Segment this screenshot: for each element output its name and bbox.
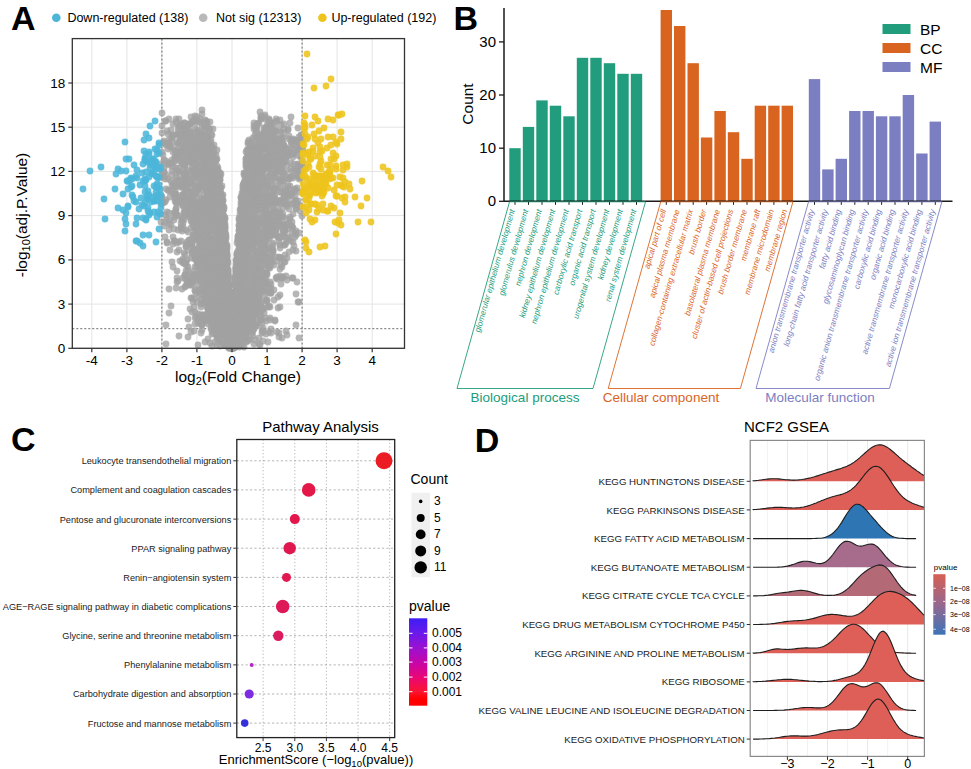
svg-text:0.004: 0.004 <box>432 641 462 655</box>
svg-text:3: 3 <box>58 297 66 312</box>
svg-text:EnrichmentScore (−log10(pvalue: EnrichmentScore (−log10(pvalue)) <box>219 752 413 769</box>
svg-text:KEGG PARKINSONS DISEASE: KEGG PARKINSONS DISEASE <box>607 505 746 516</box>
svg-text:BP: BP <box>920 21 941 38</box>
svg-text:15: 15 <box>50 120 65 135</box>
svg-text:1e−08: 1e−08 <box>950 585 970 592</box>
svg-text:Molecular function: Molecular function <box>765 390 875 405</box>
svg-text:MF: MF <box>920 59 942 76</box>
svg-text:20: 20 <box>479 86 496 103</box>
svg-text:0.005: 0.005 <box>432 626 462 640</box>
svg-text:Biological process: Biological process <box>471 390 580 405</box>
svg-text:Carbohydrate digestion and abs: Carbohydrate digestion and absorption <box>73 689 231 699</box>
svg-text:KEGG OXIDATIVE PHOSPHORYLATION: KEGG OXIDATIVE PHOSPHORYLATION <box>564 734 744 745</box>
svg-text:CC: CC <box>920 40 942 57</box>
svg-text:Down-regulated (138): Down-regulated (138) <box>67 11 188 25</box>
svg-text:11: 11 <box>434 560 447 574</box>
svg-text:KEGG ARGININE AND PROLINE META: KEGG ARGININE AND PROLINE METABOLISM <box>534 648 744 659</box>
svg-text:0.003: 0.003 <box>432 655 462 669</box>
svg-text:KEGG RIBOSOME: KEGG RIBOSOME <box>662 676 745 687</box>
svg-text:5: 5 <box>434 511 441 525</box>
svg-text:PPAR signaling pathway: PPAR signaling pathway <box>131 544 231 554</box>
svg-text:Cellular component: Cellular component <box>603 390 720 405</box>
svg-text:A: A <box>11 0 36 37</box>
svg-text:-2: -2 <box>156 353 168 368</box>
svg-text:log2(Fold Change): log2(Fold Change) <box>175 368 301 387</box>
svg-text:-4: -4 <box>86 353 98 368</box>
svg-text:Phenylalanine metabolism: Phenylalanine metabolism <box>124 660 232 670</box>
svg-text:Up-regulated (192): Up-regulated (192) <box>331 11 436 25</box>
svg-text:0.002: 0.002 <box>432 670 462 684</box>
svg-text:Glycine, serine and threonine: Glycine, serine and threonine metabolism <box>62 631 231 641</box>
svg-text:9: 9 <box>434 544 441 558</box>
svg-text:KEGG CITRATE CYCLE TCA CYCLE: KEGG CITRATE CYCLE TCA CYCLE <box>582 590 745 601</box>
svg-text:Renin−angiotensin system: Renin−angiotensin system <box>123 573 231 583</box>
svg-text:Complement and coagulation cas: Complement and coagulation cascades <box>70 485 231 495</box>
svg-text:3: 3 <box>333 353 341 368</box>
svg-text:−1: −1 <box>860 757 874 769</box>
svg-text:−2: −2 <box>820 757 834 769</box>
svg-text:0.001: 0.001 <box>432 685 462 699</box>
svg-text:18: 18 <box>50 76 65 91</box>
svg-text:4: 4 <box>368 353 376 368</box>
svg-text:pvalue: pvalue <box>934 563 958 572</box>
svg-text:AGE−RAGE signaling pathway in: AGE−RAGE signaling pathway in diabetic c… <box>3 602 232 612</box>
svg-text:-log10(adj.P.Value): -log10(adj.P.Value) <box>13 153 32 278</box>
svg-text:Leukocyte transendothelial mig: Leukocyte transendothelial migration <box>82 456 232 466</box>
svg-text:3: 3 <box>434 494 441 508</box>
svg-text:NCF2 GSEA: NCF2 GSEA <box>744 418 829 435</box>
svg-text:KEGG VALINE LEUCINE AND ISOLEU: KEGG VALINE LEUCINE AND ISOLEUCINE DEGRA… <box>479 705 745 716</box>
svg-text:4e−08: 4e−08 <box>950 626 970 633</box>
svg-text:KEGG DRUG METABOLISM CYTOCHROM: KEGG DRUG METABOLISM CYTOCHROME P450 <box>522 619 745 630</box>
svg-text:-3: -3 <box>121 353 133 368</box>
svg-text:2e−08: 2e−08 <box>950 598 970 605</box>
svg-text:0: 0 <box>58 341 66 356</box>
svg-text:Pathway Analysis: Pathway Analysis <box>262 418 379 435</box>
svg-text:7: 7 <box>434 527 441 541</box>
svg-text:KEGG BUTANOATE METABOLISM: KEGG BUTANOATE METABOLISM <box>591 562 745 573</box>
svg-text:0: 0 <box>904 757 911 769</box>
svg-text:−3: −3 <box>780 757 794 769</box>
svg-text:B: B <box>454 0 479 37</box>
svg-text:Pentose and glucuronate interc: Pentose and glucuronate interconversions <box>60 515 232 525</box>
svg-text:D: D <box>475 421 500 459</box>
svg-text:KEGG FATTY ACID METABOLISM: KEGG FATTY ACID METABOLISM <box>594 533 745 544</box>
svg-text:6: 6 <box>58 252 66 267</box>
svg-text:2: 2 <box>298 353 306 368</box>
svg-text:10: 10 <box>479 139 496 156</box>
svg-text:0: 0 <box>488 192 496 209</box>
svg-text:Count: Count <box>411 471 448 487</box>
svg-text:9: 9 <box>58 208 66 223</box>
svg-text:C: C <box>11 420 36 458</box>
svg-text:KEGG HUNTINGTONS DISEASE: KEGG HUNTINGTONS DISEASE <box>598 476 745 487</box>
svg-text:0: 0 <box>228 353 236 368</box>
svg-text:12: 12 <box>50 164 65 179</box>
svg-text:1: 1 <box>263 353 271 368</box>
svg-text:Fructose and mannose metabolis: Fructose and mannose metabolism <box>88 719 232 729</box>
svg-text:-1: -1 <box>191 353 203 368</box>
svg-text:pvalue: pvalue <box>409 598 450 614</box>
svg-text:30: 30 <box>479 33 496 50</box>
svg-text:Count: Count <box>459 83 476 125</box>
svg-text:Not sig (12313): Not sig (12313) <box>216 11 301 25</box>
svg-text:3e−08: 3e−08 <box>950 611 970 618</box>
